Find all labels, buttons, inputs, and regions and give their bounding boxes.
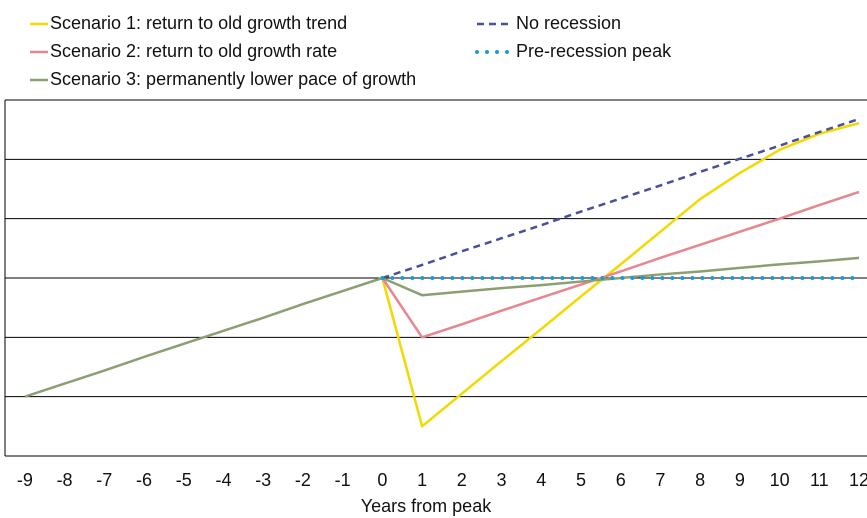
x-tick-label: 5 xyxy=(576,470,586,490)
series-line xyxy=(24,256,860,398)
x-tick-label: -4 xyxy=(215,470,231,490)
x-tick-label: -5 xyxy=(176,470,192,490)
x-tick-label: -7 xyxy=(96,470,112,490)
x-tick-label: 11 xyxy=(810,470,829,490)
x-tick-label: -8 xyxy=(57,470,73,490)
x-tick-label: 3 xyxy=(497,470,507,490)
x-axis-title: Years from peak xyxy=(361,496,492,516)
x-tick-label: 6 xyxy=(616,470,626,490)
x-tick-label: 2 xyxy=(457,470,467,490)
legend-label: Scenario 1: return to old growth trend xyxy=(50,13,347,33)
x-tick-label: -9 xyxy=(17,470,33,490)
legend-label: No recession xyxy=(516,13,621,33)
x-tick-label: -3 xyxy=(255,470,271,490)
x-tick-label: 4 xyxy=(536,470,546,490)
x-tick-label: -6 xyxy=(136,470,152,490)
x-tick-label: 9 xyxy=(735,470,745,490)
series-line xyxy=(381,121,860,428)
series-line xyxy=(381,190,860,339)
legend-label: Pre-recession peak xyxy=(516,41,672,61)
x-tick-label: -1 xyxy=(335,470,351,490)
legend-label: Scenario 2: return to old growth rate xyxy=(50,41,337,61)
series-line xyxy=(381,117,860,280)
legend-label: Scenario 3: permanently lower pace of gr… xyxy=(50,69,416,89)
x-tick-label: 8 xyxy=(695,470,705,490)
x-tick-label: 7 xyxy=(655,470,665,490)
x-tick-label: 10 xyxy=(770,470,790,490)
x-tick-label: 0 xyxy=(377,470,387,490)
x-tick-label: 1 xyxy=(417,470,427,490)
x-tick-label: 12 xyxy=(849,470,867,490)
x-tick-label: -2 xyxy=(295,470,311,490)
